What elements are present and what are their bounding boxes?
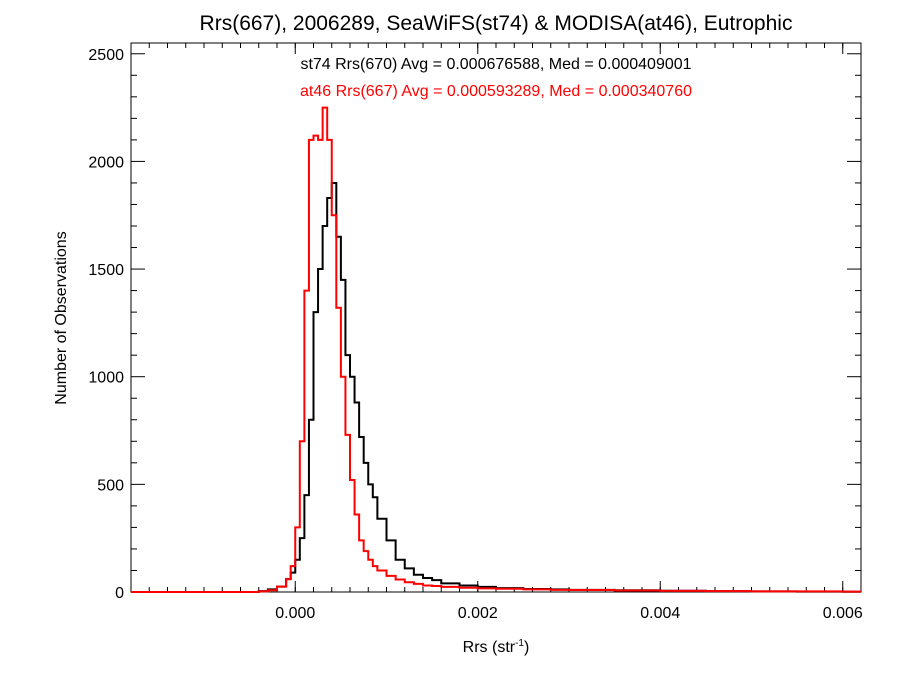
y-tick-label: 0: [115, 585, 124, 602]
x-axis-label-superscript: -1: [515, 638, 524, 649]
y-axis-label: Number of Observations: [53, 231, 70, 404]
x-tick-label: 0.000: [275, 605, 315, 622]
x-axis-label-tail: ): [524, 639, 529, 656]
series-at46-line: [131, 106, 861, 593]
x-tick-label: 0.002: [458, 605, 498, 622]
plot-frame: [130, 42, 862, 593]
chart-title: Rrs(667), 2006289, SeaWiFS(st74) & MODIS…: [200, 12, 793, 35]
y-tick-label: 1500: [88, 262, 124, 279]
annotation-at46: at46 Rrs(667) Avg = 0.000593289, Med = 0…: [300, 83, 692, 100]
plot-area: 0.000 0.002 0.004 0.006 0 500 1000 1500 2000 2500: [88, 42, 863, 622]
y-tick-label: 1000: [88, 370, 124, 387]
x-tick-label: 0.004: [640, 605, 680, 622]
annotation-st74: st74 Rrs(670) Avg = 0.000676588, Med = 0…: [300, 56, 691, 73]
y-tick-label: 500: [97, 477, 124, 494]
y-tick-label: 2000: [88, 154, 124, 171]
x-tick-label: 0.006: [823, 605, 863, 622]
x-axis-label: Rrs (str-1): [463, 638, 530, 656]
x-axis-label-base: Rrs (str: [463, 639, 516, 656]
y-tick-label: 2500: [88, 47, 124, 64]
series-st74-line: [131, 181, 861, 593]
